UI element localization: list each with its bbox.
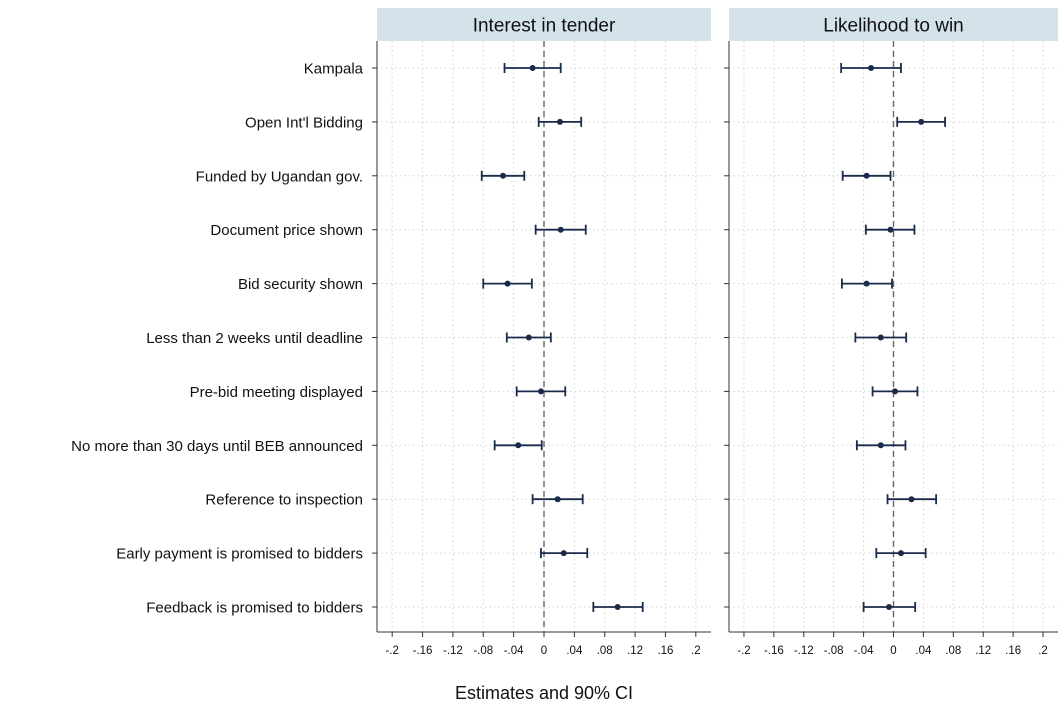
estimate-row (505, 332, 552, 343)
x-tick-label: -.12 (443, 645, 463, 657)
point-estimate (529, 65, 536, 71)
point-estimate (515, 442, 522, 449)
x-tick-label: .2 (691, 645, 701, 657)
x-tick-label: .12 (975, 645, 991, 657)
panel-interest-in-tender: Interest in tender Kampala Open Int'l Bidd… (71, 8, 711, 657)
point-estimate (863, 172, 870, 179)
estimate-row (862, 602, 917, 612)
panel-header (729, 8, 1058, 41)
x-tick-label: -.16 (413, 645, 433, 657)
x-tick-label: -.2 (737, 645, 750, 657)
estimate-row (537, 116, 583, 127)
panel-likelihood-to-win: Likelihood to win -.2 -.16 -.12 -.08 -.04 0 .04… (724, 8, 1058, 657)
category-label: Feedback is promised to bidders (146, 600, 363, 617)
point-estimate (554, 496, 561, 503)
point-estimate (868, 65, 875, 71)
x-tick-label: 0 (541, 645, 547, 657)
estimate-row (480, 170, 526, 181)
estimate-row (896, 116, 946, 127)
category-label: Funded by Ugandan gov. (196, 168, 363, 185)
estimate-row (841, 278, 893, 289)
point-estimate (908, 496, 915, 503)
x-tick-label: -.12 (794, 645, 814, 657)
category-label: Bid security shown (238, 276, 363, 293)
point-estimate (897, 550, 904, 557)
x-tick-label: .12 (627, 645, 643, 657)
x-axis-label: Estimates and 90% CI (455, 683, 633, 703)
estimate-row (886, 494, 938, 505)
x-tick-label: -.16 (764, 645, 784, 657)
x-tick-label: 0 (890, 645, 896, 657)
x-tick-label: .08 (945, 645, 961, 657)
estimate-row (592, 602, 644, 612)
estimate-row (503, 63, 562, 73)
point-estimate (500, 172, 507, 179)
point-estimate (863, 280, 870, 287)
estimate-row (871, 386, 919, 397)
panel-title: Likelihood to win (823, 16, 963, 37)
category-label: Document price shown (210, 222, 363, 239)
estimate-row (515, 386, 567, 397)
x-tick-label: -.08 (824, 645, 844, 657)
x-tick-label: -.04 (504, 645, 524, 657)
x-tick-label: .16 (657, 645, 673, 657)
category-label: Open Int'l Bidding (245, 114, 363, 131)
x-tick-label: -.2 (385, 645, 398, 657)
x-tick-label: .04 (915, 645, 932, 657)
estimate-row (493, 440, 543, 451)
panel-title: Interest in tender (473, 16, 616, 37)
x-tick-label: .04 (566, 645, 583, 657)
x-tick-label: .16 (1005, 645, 1021, 657)
point-estimate (556, 118, 563, 125)
point-estimate (918, 118, 925, 125)
estimate-row (482, 278, 533, 289)
point-estimate (614, 604, 621, 610)
estimate-row (531, 494, 584, 505)
estimate-row (840, 63, 902, 73)
category-label: Less than 2 weeks until deadline (146, 330, 363, 347)
estimate-row (864, 224, 916, 235)
point-estimate (525, 334, 532, 341)
estimate-row (534, 224, 587, 235)
category-label: Reference to inspection (205, 492, 363, 509)
point-estimate (877, 334, 884, 341)
point-estimate (504, 280, 511, 287)
point-estimate (557, 226, 564, 233)
point-estimate (891, 388, 898, 395)
category-label: Pre-bid meeting displayed (190, 384, 363, 401)
estimate-row (841, 170, 892, 181)
point-estimate (877, 442, 884, 449)
estimate-row (540, 548, 589, 559)
panel-header (377, 8, 711, 41)
x-tick-label: -.08 (473, 645, 493, 657)
estimate-row (854, 332, 908, 343)
estimate-row (855, 440, 907, 451)
point-estimate (560, 550, 567, 557)
category-label: No more than 30 days until BEB announced (71, 438, 363, 455)
estimate-row (875, 548, 927, 559)
x-tick-label: -.04 (854, 645, 874, 657)
x-tick-label: .08 (597, 645, 613, 657)
x-tick-label: .2 (1038, 645, 1048, 657)
point-estimate (887, 226, 894, 233)
category-label: Early payment is promised to bidders (116, 546, 363, 563)
category-label: Kampala (304, 61, 364, 78)
point-estimate (537, 388, 544, 395)
point-estimate (886, 604, 893, 610)
